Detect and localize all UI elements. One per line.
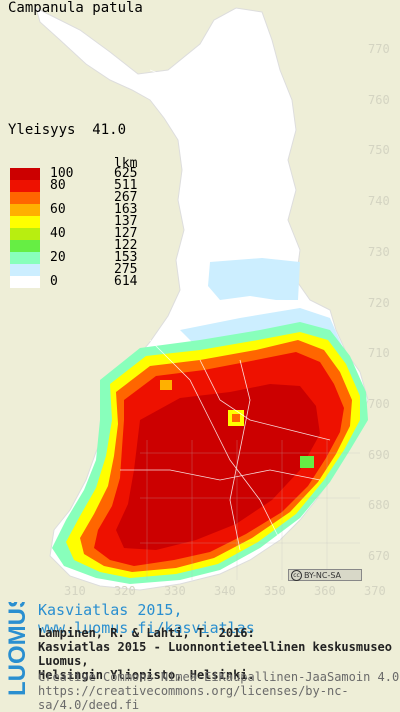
legend-count: 511 (114, 178, 138, 193)
frequency-label: Yleisyys 41.0 (8, 122, 127, 138)
x-axis-label: 320 (114, 584, 136, 598)
y-axis-label: 670 (368, 549, 390, 563)
legend-count-header: lkm (114, 156, 138, 171)
hole-2 (160, 380, 172, 390)
cc-icon: cc (291, 569, 302, 581)
y-axis-label: 740 (368, 194, 390, 209)
legend-value-label: 80 (50, 178, 66, 193)
legend-value-label: 20 (50, 250, 66, 265)
x-axis-label: 370 (364, 584, 386, 598)
legend-count: 122 (114, 238, 138, 253)
species-title: Campanula patula (8, 0, 143, 16)
legend-swatch (10, 180, 40, 192)
legend-swatch (10, 228, 40, 240)
luomus-logo-text: LUOMUS (4, 602, 31, 696)
legend-count: 153 (114, 250, 138, 265)
sparse-band (208, 258, 300, 300)
legend-swatch (10, 168, 40, 180)
citation-line-3: Helsingin Yliopisto, Helsinki. (38, 668, 255, 682)
x-axis-label: 310 (64, 584, 86, 598)
y-axis-label: 770 (368, 42, 390, 56)
y-axis-label: 750 (368, 143, 390, 158)
legend-value-label: 100 (50, 166, 74, 181)
core-distribution (116, 384, 320, 550)
legend-value-label: 0 (50, 274, 58, 289)
legend-count: 137 (114, 214, 138, 229)
citation-line-1: Lampinen, R. & Lahti, T. 2016: (38, 626, 255, 640)
license-badge[interactable]: cc BY-NC-SA (288, 569, 362, 581)
legend-swatch (10, 240, 40, 252)
hole-3 (300, 456, 314, 468)
atlas-link[interactable]: Kasviatlas 2015, www.luomus.fi/kasviatla… (38, 601, 255, 637)
distribution-map (35, 7, 369, 591)
license-text: Creative Commons Nimeä-EiKaupallinen-Jaa… (38, 670, 400, 712)
license-badge-text: BY-NC-SA (304, 570, 342, 580)
citation: Lampinen, R. & Lahti, T. 2016: Kasviatla… (38, 626, 400, 682)
legend-count: 163 (114, 202, 138, 217)
luomus-logo: LUOMUS (4, 602, 31, 696)
legend-swatch (10, 216, 40, 228)
legend-swatch (10, 204, 40, 216)
license-line-1: Creative Commons Nimeä-EiKaupallinen-Jaa… (38, 670, 400, 684)
legend-swatch (10, 192, 40, 204)
footer (0, 598, 400, 702)
x-axis-label: 360 (314, 584, 336, 598)
y-axis-label: 690 (368, 447, 390, 462)
legend-count: 625 (114, 166, 138, 181)
legend-count: 275 (114, 262, 138, 277)
legend-count: 127 (114, 226, 138, 241)
x-axis-label: 330 (164, 584, 186, 598)
citation-line-2: Kasviatlas 2015 - Luonnontieteellinen ke… (38, 640, 393, 668)
y-axis-label: 720 (368, 295, 390, 310)
legend-swatch (10, 276, 40, 288)
grid (140, 440, 360, 580)
legend-value-label: 60 (50, 202, 66, 217)
x-axis-label: 350 (264, 584, 286, 598)
y-axis-label: 680 (368, 498, 390, 513)
y-axis-label: 760 (368, 92, 390, 107)
province-boundaries (120, 69, 331, 551)
legend-value-label: 40 (50, 226, 66, 241)
x-axis-label: 340 (214, 584, 236, 598)
license-line-2[interactable]: https://creativecommons.org/licenses/by-… (38, 684, 349, 712)
legend-swatch (10, 264, 40, 276)
y-axis-label: 700 (368, 396, 390, 411)
legend-swatch (10, 252, 40, 264)
legend-count: 614 (114, 274, 138, 289)
y-axis-label: 710 (368, 346, 390, 361)
legend-count: 267 (114, 190, 138, 205)
hole-1b (232, 414, 240, 422)
y-axis-label: 730 (368, 244, 390, 259)
